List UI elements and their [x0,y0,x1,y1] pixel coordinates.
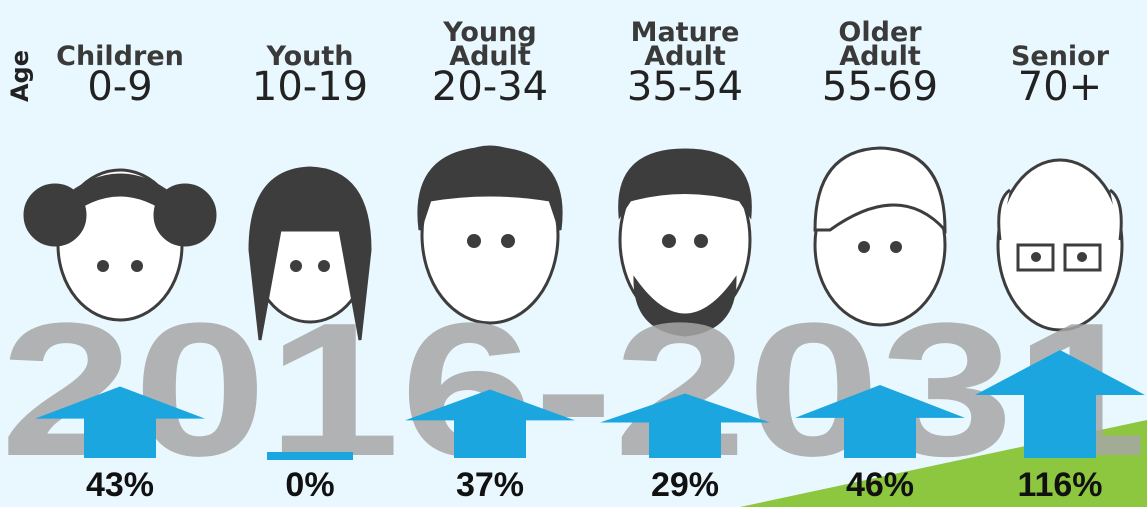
period-watermark: 2016-2031 [0,284,1147,496]
axis-label: Age [6,50,34,102]
value-label: 37% [410,466,570,505]
arrow [267,452,353,460]
age-range: 55-69 [800,64,960,110]
age-range: 0-9 [40,64,200,110]
category-name: Mature Adult [615,21,755,69]
age-range: 35-54 [605,64,765,110]
value-label: 43% [40,466,200,505]
age-range: 20-34 [410,64,570,110]
value-label: 116% [980,466,1140,505]
value-label: 29% [605,466,765,505]
age-range: 70+ [980,64,1140,110]
value-label: 46% [800,466,960,505]
value-label: 0% [230,466,390,505]
category-name: Young Adult [420,21,560,69]
age-range: 10-19 [230,64,390,110]
category-name: Older Adult [810,21,950,69]
infographic: 2016-2031 Age Children0-943%Youth10-190%… [0,0,1147,507]
